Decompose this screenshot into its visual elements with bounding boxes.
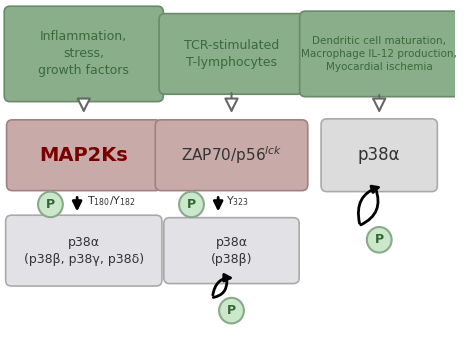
Text: Y$_{323}$: Y$_{323}$ <box>226 194 249 208</box>
Text: P: P <box>46 198 55 211</box>
Text: P: P <box>374 233 384 246</box>
FancyBboxPatch shape <box>6 215 162 286</box>
FancyBboxPatch shape <box>321 119 438 192</box>
FancyBboxPatch shape <box>159 13 304 94</box>
FancyBboxPatch shape <box>300 11 459 97</box>
Circle shape <box>367 227 392 253</box>
Text: p38α
(p38β, p38γ, p38δ): p38α (p38β, p38γ, p38δ) <box>24 236 144 266</box>
Text: P: P <box>227 304 236 317</box>
Text: p38α: p38α <box>358 146 401 164</box>
FancyBboxPatch shape <box>155 120 308 191</box>
Text: T$_{180}$/Y$_{182}$: T$_{180}$/Y$_{182}$ <box>87 194 136 208</box>
Text: P: P <box>187 198 196 211</box>
Text: Dendritic cell maturation,
Macrophage IL-12 production,
Myocardial ischemia: Dendritic cell maturation, Macrophage IL… <box>301 36 457 72</box>
FancyBboxPatch shape <box>7 120 161 191</box>
Circle shape <box>38 192 63 217</box>
Circle shape <box>219 298 244 324</box>
Text: MAP2Ks: MAP2Ks <box>39 146 128 165</box>
FancyBboxPatch shape <box>4 6 164 102</box>
Text: TCR-stimulated
T-lymphocytes: TCR-stimulated T-lymphocytes <box>184 39 279 69</box>
FancyBboxPatch shape <box>164 218 299 283</box>
Circle shape <box>179 192 204 217</box>
Text: p38α
(p38β): p38α (p38β) <box>211 236 252 266</box>
Text: Inflammation,
stress,
growth factors: Inflammation, stress, growth factors <box>38 30 129 78</box>
Text: ZAP70/p56$^{lck}$: ZAP70/p56$^{lck}$ <box>181 144 282 166</box>
